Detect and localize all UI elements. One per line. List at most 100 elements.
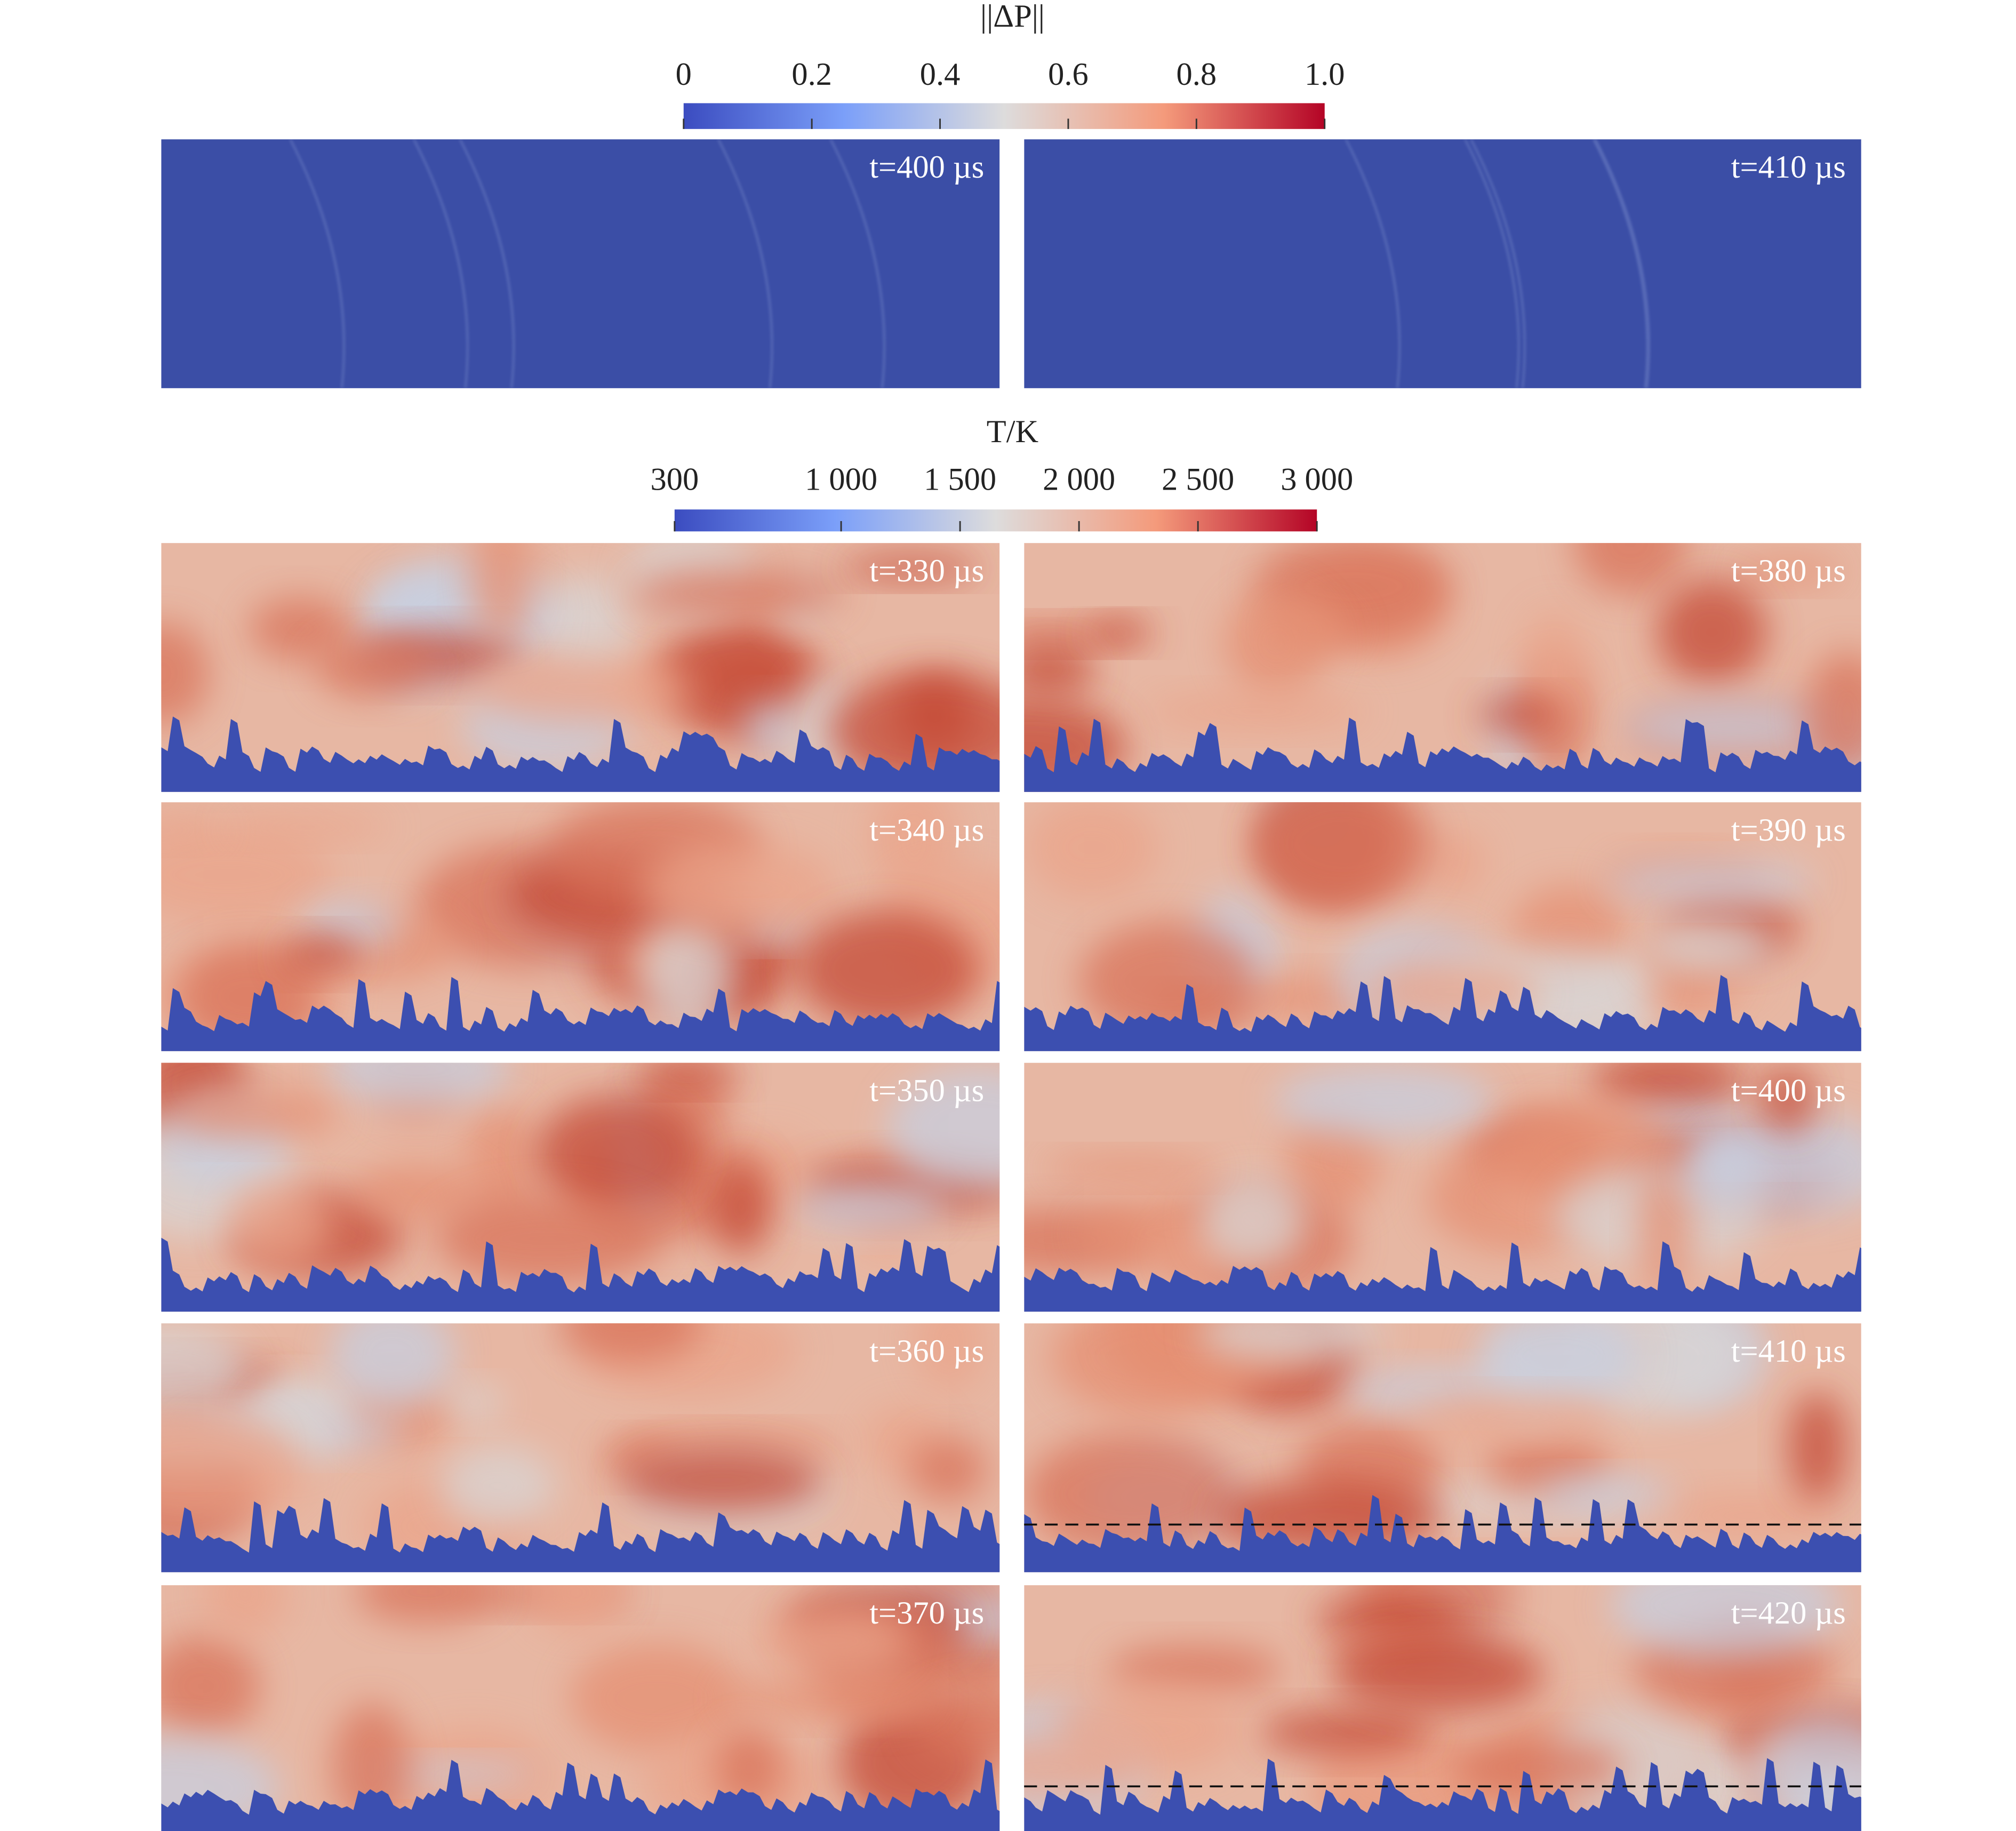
flow-structure (714, 1727, 784, 1809)
flow-structure (755, 1606, 912, 1676)
colorbar-tick-label: 2 500 (1162, 461, 1234, 497)
flow-structure (226, 1178, 333, 1269)
flow-structure (161, 825, 333, 924)
panel-label: t=380 µs (1731, 553, 1846, 589)
colorbar-tick-label: 300 (651, 461, 699, 497)
flow-structure (913, 1687, 1000, 1765)
flow-structure (1759, 1067, 1817, 1132)
colorbar-tick-label: 0 (676, 57, 692, 92)
flow-structure (535, 1094, 699, 1214)
panel (161, 139, 1000, 388)
flow-structure (711, 1157, 772, 1257)
flow-structure (1088, 619, 1154, 647)
flow-structure (1427, 829, 1486, 897)
flow-structure (1025, 1432, 1239, 1556)
flow-structure (1024, 643, 1096, 695)
panel-label: t=400 µs (1731, 1073, 1846, 1109)
flow-structure (326, 1062, 511, 1108)
fresh-mixture (161, 977, 1000, 1051)
flow-structure (914, 1323, 986, 1392)
flow-structure (1254, 802, 1434, 908)
flow-structure (793, 1182, 947, 1231)
flow-structure (1590, 1062, 1747, 1107)
wave-front (1595, 139, 1650, 388)
flow-structure (1108, 1645, 1283, 1694)
panel (161, 1323, 1000, 1572)
flow-structure (632, 568, 843, 619)
flow-structure (558, 1323, 703, 1362)
panel (161, 802, 1000, 1051)
pressure-colorbar-title: ||ΔP|| (980, 0, 1045, 34)
fresh-mixture (161, 1498, 1000, 1572)
flow-structure (281, 935, 361, 974)
panel-label: t=330 µs (869, 553, 984, 589)
panel (1024, 543, 1861, 792)
flow-structure (161, 1636, 260, 1737)
flow-structure (446, 1385, 503, 1420)
flow-structure (886, 1066, 1000, 1189)
flow-structure (161, 622, 210, 725)
flow-structure (1637, 1173, 1693, 1296)
flow-structure (1410, 1396, 1618, 1437)
flow-structure (169, 1089, 341, 1138)
flow-structure (1042, 1155, 1221, 1182)
flow-structure (1271, 605, 1354, 652)
flow-structure (529, 1585, 623, 1632)
flow-structure (1660, 1492, 1838, 1539)
flow-structure (841, 555, 981, 581)
flow-structure (314, 637, 429, 698)
flow-structure (1199, 1173, 1306, 1267)
panel (1024, 1323, 1861, 1572)
flow-structure (1274, 1065, 1494, 1138)
flow-structure (643, 841, 838, 936)
flow-structure (641, 914, 737, 1034)
panel (1024, 802, 1861, 1051)
flow-structure (474, 655, 695, 722)
colorbar-tick-label: 0.8 (1177, 57, 1217, 92)
panel-label: t=410 µs (1731, 149, 1846, 185)
colorbar-tick-label: 0.2 (791, 57, 832, 92)
panel (161, 1585, 1000, 1831)
panel (161, 1062, 1000, 1312)
flow-structure (636, 1062, 740, 1089)
wave-front (830, 139, 885, 388)
panel-label: t=400 µs (869, 149, 984, 185)
flow-structure (1477, 696, 1566, 734)
flow-structure (1573, 543, 1687, 595)
flow-structure (161, 1411, 309, 1529)
panel-label: t=420 µs (1731, 1595, 1846, 1631)
flow-structure (796, 909, 979, 1029)
fresh-mixture (161, 1237, 1000, 1312)
flow-structure (725, 1679, 937, 1719)
flow-structure (1476, 1323, 1642, 1407)
colorbar-tick-label: 1.0 (1305, 57, 1345, 92)
flow-structure (161, 816, 224, 844)
flow-structure (1684, 1137, 1765, 1207)
flow-structure (741, 701, 804, 756)
flow-structure (1643, 917, 1776, 976)
panel (1024, 1062, 1861, 1312)
panel-label: t=350 µs (869, 1073, 984, 1109)
flow-structure (469, 543, 535, 640)
panel-label: t=410 µs (1731, 1333, 1846, 1369)
fresh-mixture (161, 1759, 1000, 1831)
flow-structure (569, 1643, 745, 1754)
wave-front (1464, 139, 1519, 388)
flow-structure (1537, 1476, 1674, 1511)
fresh-mixture (1024, 974, 1861, 1051)
wave-front (1345, 139, 1401, 388)
flow-structure (249, 597, 351, 661)
flow-structure (203, 1585, 288, 1637)
flow-structure (1144, 693, 1367, 730)
colorbar-tick-label: 0.6 (1048, 57, 1089, 92)
flow-structure (1545, 1700, 1706, 1829)
colorbar-tick-label: 3 000 (1281, 461, 1353, 497)
flow-structure (330, 1323, 455, 1409)
flow-structure (465, 1103, 534, 1216)
panel-bg (1024, 139, 1861, 388)
wave-front (290, 139, 345, 388)
wave-front (717, 139, 773, 388)
panel (1024, 139, 1861, 388)
